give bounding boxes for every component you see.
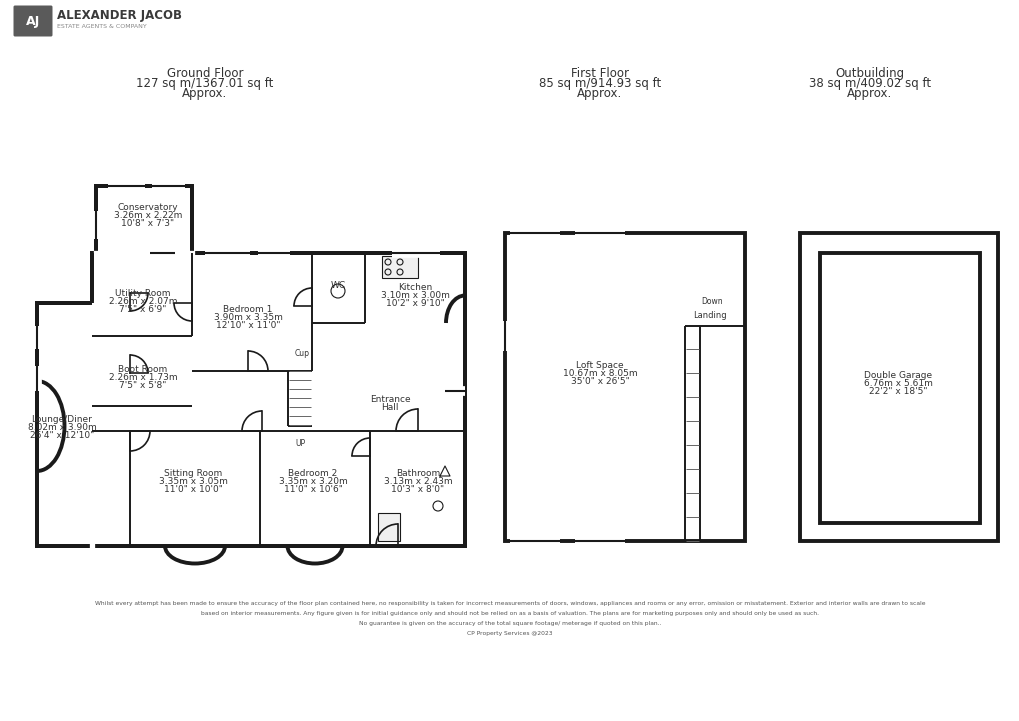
Text: 35'0" x 26'5": 35'0" x 26'5" [570,378,629,386]
Text: 7'5" x 5'8": 7'5" x 5'8" [119,381,166,389]
Text: Approx.: Approx. [182,87,227,100]
Text: 3.10m x 3.00m: 3.10m x 3.00m [380,291,449,301]
Text: 2.26m x 2.07m: 2.26m x 2.07m [109,298,177,306]
Text: Hall: Hall [381,404,398,412]
Text: Kitchen: Kitchen [397,283,432,293]
Text: 3.35m x 3.20m: 3.35m x 3.20m [278,477,347,485]
Text: First Floor: First Floor [571,67,629,80]
Text: AJ: AJ [25,14,40,27]
Bar [819,253,979,523]
Text: 26'4" x 12'10": 26'4" x 12'10" [30,430,94,440]
Text: WC: WC [330,281,345,291]
Text: ALEXANDER JACOB: ALEXANDER JACOB [57,9,181,22]
Text: Bathroom: Bathroom [395,469,439,477]
Text: 2.26m x 1.73m: 2.26m x 1.73m [109,373,177,381]
Text: 11'0" x 10'6": 11'0" x 10'6" [283,485,342,493]
Text: Down: Down [700,296,722,306]
Bar [92,253,465,546]
Text: 127 sq m/1367.01 sq ft: 127 sq m/1367.01 sq ft [137,77,273,90]
Bar [37,303,92,546]
Text: 10'3" x 8'0": 10'3" x 8'0" [391,485,444,493]
Text: 38 sq m/409.02 sq ft: 38 sq m/409.02 sq ft [808,77,930,90]
Text: Outbuilding: Outbuilding [835,67,904,80]
Polygon shape [96,252,192,254]
Bar [92,253,465,546]
Bar [382,256,418,278]
Text: UP: UP [294,438,305,448]
Text: 3.26m x 2.22m: 3.26m x 2.22m [114,211,182,219]
Text: 10'8" x 7'3": 10'8" x 7'3" [121,218,174,228]
Text: Approx.: Approx. [847,87,892,100]
Text: Double Garage: Double Garage [863,371,931,379]
Text: Entrance: Entrance [369,394,410,404]
Bar [37,303,92,546]
Text: Boot Room: Boot Room [118,365,167,373]
Text: Bedroom 1: Bedroom 1 [223,304,272,314]
Text: 6.76m x 5.61m: 6.76m x 5.61m [863,379,931,387]
Bar [504,233,744,541]
Text: 7'5" x 6'9": 7'5" x 6'9" [119,306,166,314]
Text: 3.90m x 3.35m: 3.90m x 3.35m [213,312,282,322]
Text: Loft Space: Loft Space [576,361,624,371]
Text: Landing: Landing [693,311,727,321]
Text: 12'10" x 11'0": 12'10" x 11'0" [216,321,280,329]
Text: 10'2" x 9'10": 10'2" x 9'10" [385,299,444,309]
Text: Cup: Cup [294,348,309,358]
Text: ESTATE AGENTS & COMPANY: ESTATE AGENTS & COMPANY [57,24,147,29]
Text: Utility Room: Utility Room [115,290,170,298]
Text: Sitting Room: Sitting Room [164,469,222,477]
FancyBboxPatch shape [13,6,52,37]
Text: based on interior measurements. Any figure given is for initial guidance only an: based on interior measurements. Any figu… [201,611,818,616]
Bar [96,186,192,253]
Text: 22'2" x 18'5": 22'2" x 18'5" [868,386,926,396]
Text: 3.13m x 2.43m: 3.13m x 2.43m [383,477,451,485]
Text: 11'0" x 10'0": 11'0" x 10'0" [163,485,222,493]
Text: Lounge/Diner: Lounge/Diner [32,415,93,423]
Bar [378,513,399,541]
Bar [96,186,192,253]
Text: CP Property Services @2023: CP Property Services @2023 [467,630,552,635]
Text: Ground Floor: Ground Floor [166,67,243,80]
Text: 8.02m x 3.90m: 8.02m x 3.90m [28,423,96,431]
Text: 3.35m x 3.05m: 3.35m x 3.05m [158,477,227,485]
Text: No guarantee is given on the accuracy of the total square footage/ meterage if q: No guarantee is given on the accuracy of… [359,621,660,626]
Text: 10.67m x 8.05m: 10.67m x 8.05m [562,369,637,379]
Text: Conservatory: Conservatory [117,203,178,211]
Text: Approx.: Approx. [577,87,622,100]
Text: 85 sq m/914.93 sq ft: 85 sq m/914.93 sq ft [538,77,660,90]
Text: Whilst every attempt has been made to ensure the accuracy of the floor plan cont: Whilst every attempt has been made to en… [95,601,924,606]
Bar [799,233,997,541]
Text: Bedroom 2: Bedroom 2 [288,469,337,477]
